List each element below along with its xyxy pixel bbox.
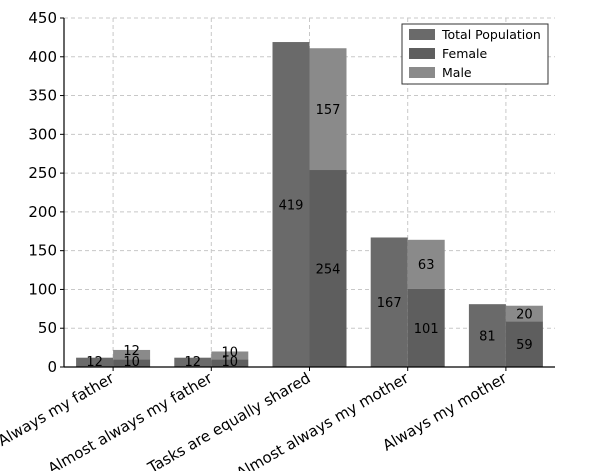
data-label-female: 10 [222, 355, 239, 370]
bar-female [309, 170, 347, 367]
data-label-female: 59 [516, 338, 533, 353]
data-label-male: 12 [123, 344, 140, 359]
bar-male [407, 239, 445, 289]
bar-total-population [468, 304, 506, 367]
y-tick-labels: 0 50 100 150 200 250 300 350 400 450 [28, 9, 64, 376]
y-tick-label: 0 [47, 358, 57, 376]
bar-female [505, 321, 543, 367]
bar-total-population [272, 42, 310, 367]
legend-label: Female [442, 46, 488, 61]
bar-total-population [76, 357, 114, 367]
bar-female [113, 359, 151, 367]
data-label-male: 20 [516, 307, 533, 322]
legend-swatch [409, 29, 435, 40]
data-label-total-population: 12 [185, 355, 202, 370]
y-tick-label: 100 [28, 280, 57, 298]
bar-female [211, 359, 249, 367]
data-label-female: 254 [316, 263, 341, 278]
y-tick-label: 350 [28, 87, 57, 105]
bar-male [309, 48, 347, 171]
bar-female [407, 288, 445, 367]
legend-swatch [409, 67, 435, 78]
data-label-total-population: 167 [377, 296, 402, 311]
y-tick-label: 400 [28, 48, 57, 66]
data-label-female: 10 [123, 355, 140, 370]
y-tick-label: 450 [28, 9, 57, 27]
data-label-male: 63 [418, 258, 435, 273]
y-tick-label: 50 [38, 319, 57, 337]
bar-male [505, 305, 543, 322]
legend-label: Total Population [441, 27, 541, 42]
legend-swatch [409, 48, 435, 59]
data-label-total-population: 419 [279, 199, 304, 214]
y-tick-label: 150 [28, 242, 57, 260]
y-tick-label: 250 [28, 164, 57, 182]
y-tick-label: 200 [28, 203, 57, 221]
data-label-total-population: 81 [479, 330, 496, 345]
legend: Total Population Female Male [401, 23, 549, 85]
data-label-male: 157 [316, 103, 341, 118]
bars [76, 42, 543, 367]
y-tick-label: 300 [28, 125, 57, 143]
bar-male [113, 349, 151, 360]
bar-total-population [174, 357, 212, 367]
data-label-male: 10 [222, 345, 239, 360]
legend-label: Male [442, 65, 472, 80]
bar-male [211, 351, 249, 360]
data-label-female: 101 [414, 322, 439, 337]
data-label-total-population: 12 [86, 355, 103, 370]
bar-total-population [370, 237, 408, 367]
